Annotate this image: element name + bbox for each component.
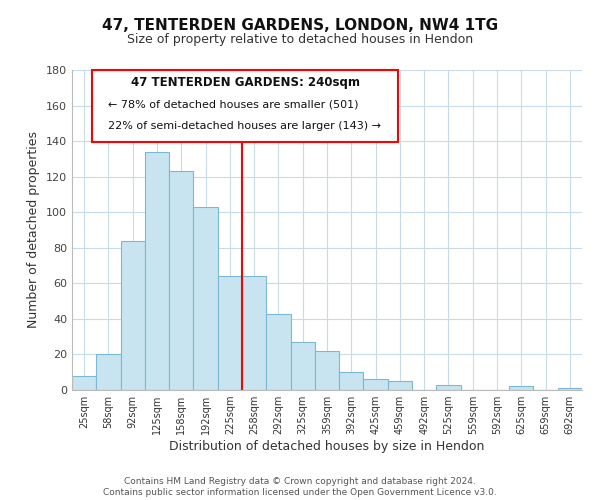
- Y-axis label: Number of detached properties: Number of detached properties: [28, 132, 40, 328]
- X-axis label: Distribution of detached houses by size in Hendon: Distribution of detached houses by size …: [169, 440, 485, 453]
- Text: 47, TENTERDEN GARDENS, LONDON, NW4 1TG: 47, TENTERDEN GARDENS, LONDON, NW4 1TG: [102, 18, 498, 32]
- Bar: [145, 152, 169, 390]
- FancyBboxPatch shape: [92, 70, 398, 142]
- Bar: [315, 351, 339, 390]
- Bar: [339, 372, 364, 390]
- Text: 22% of semi-detached houses are larger (143) →: 22% of semi-detached houses are larger (…: [108, 121, 381, 131]
- Bar: [218, 276, 242, 390]
- Bar: [509, 386, 533, 390]
- Text: Size of property relative to detached houses in Hendon: Size of property relative to detached ho…: [127, 32, 473, 46]
- Text: Contains HM Land Registry data © Crown copyright and database right 2024.: Contains HM Land Registry data © Crown c…: [124, 476, 476, 486]
- Text: Contains public sector information licensed under the Open Government Licence v3: Contains public sector information licen…: [103, 488, 497, 497]
- Bar: [558, 388, 582, 390]
- Bar: [169, 172, 193, 390]
- Text: 47 TENTERDEN GARDENS: 240sqm: 47 TENTERDEN GARDENS: 240sqm: [131, 76, 360, 90]
- Bar: [436, 384, 461, 390]
- Bar: [388, 381, 412, 390]
- Bar: [193, 207, 218, 390]
- Bar: [96, 354, 121, 390]
- Bar: [242, 276, 266, 390]
- Bar: [266, 314, 290, 390]
- Bar: [364, 380, 388, 390]
- Bar: [72, 376, 96, 390]
- Text: ← 78% of detached houses are smaller (501): ← 78% of detached houses are smaller (50…: [108, 100, 358, 110]
- Bar: [290, 342, 315, 390]
- Bar: [121, 240, 145, 390]
